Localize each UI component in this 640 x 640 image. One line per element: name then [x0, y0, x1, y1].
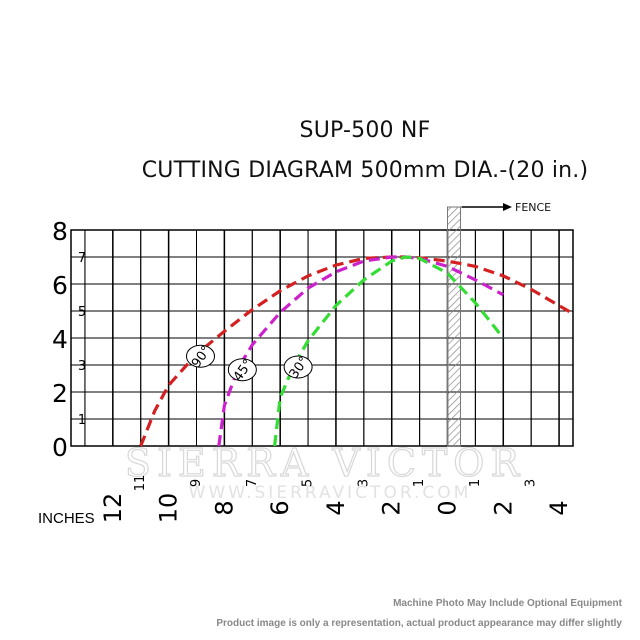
footer-representation-note: Product image is only a representation, …: [216, 618, 622, 629]
y-minor-tick-label: 3: [78, 359, 86, 374]
fence-bar: [447, 206, 461, 447]
angle-badge-0: [186, 344, 215, 368]
y-major-tick-label: 2: [52, 379, 68, 408]
x-major-tick-label: 10: [155, 493, 183, 524]
x-major-tick-label: 0: [434, 500, 462, 515]
y-minor-tick-label: 7: [78, 251, 86, 266]
x-minor-tick-label: 7: [245, 479, 260, 487]
x-minor-tick-label: 1: [412, 479, 427, 487]
y-major-tick-label: 0: [52, 433, 68, 462]
x-minor-tick-label: 5: [301, 479, 316, 487]
x-major-tick-label: 2: [378, 500, 406, 515]
y-minor-tick-label: 5: [78, 305, 86, 320]
x-minor-tick-label: 11: [133, 475, 148, 492]
x-axis-label: INCHES: [38, 510, 95, 527]
footer-optional-equipment-note: Machine Photo May Include Optional Equip…: [393, 598, 622, 609]
x-major-tick-label: 4: [322, 500, 350, 515]
x-minor-tick-label: 9: [189, 479, 204, 487]
x-minor-tick-label: 3: [356, 479, 371, 487]
y-minor-tick-label: 1: [78, 413, 86, 428]
fence-label: FENCE: [515, 201, 551, 214]
y-major-tick-label: 6: [52, 271, 68, 300]
watermark-url: WWW.SIERRAVICTOR.COM: [189, 483, 472, 503]
chart-subtitle: CUTTING DIAGRAM 500mm DIA.-(20 in.): [141, 158, 589, 183]
x-major-tick-label: 6: [266, 500, 294, 515]
x-minor-tick-label: 1: [468, 479, 483, 487]
angle-badge-1: [227, 358, 257, 382]
y-major-tick-label: 8: [52, 217, 68, 246]
x-major-tick-label: 8: [210, 500, 238, 515]
x-minor-tick-label: 3: [524, 479, 539, 487]
x-major-tick-label: 4: [545, 500, 573, 515]
x-major-tick-label: 2: [489, 500, 517, 515]
angle-badge-2: [283, 355, 313, 379]
y-major-tick-label: 4: [52, 325, 68, 354]
fence-arrow-head: [503, 203, 512, 211]
watermark-brand: SIERRA VICTOR: [125, 441, 525, 485]
series-line-2: [273, 255, 505, 447]
chart-title: SUP-500 NF: [299, 118, 431, 143]
x-major-tick-label: 12: [99, 493, 127, 524]
